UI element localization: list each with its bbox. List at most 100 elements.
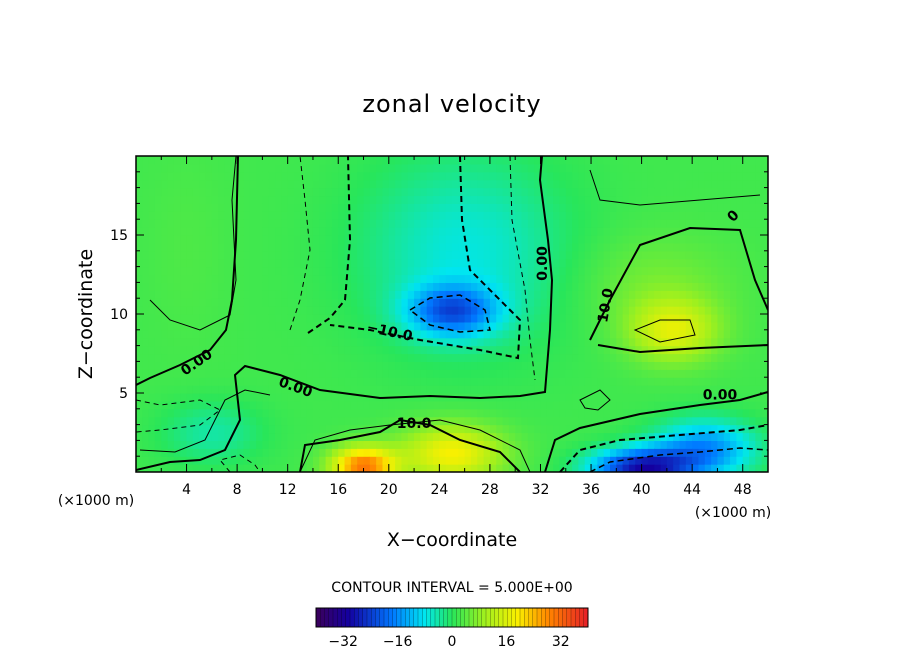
heatmap-cell: [477, 369, 485, 378]
heatmap-cell: [622, 385, 630, 394]
heatmap-cell: [268, 163, 276, 173]
heatmap-cell: [692, 171, 700, 181]
heatmap-cell: [635, 408, 643, 418]
heatmap-cell: [256, 250, 263, 260]
heatmap-cell: [300, 306, 308, 315]
x-tick-label: 8: [233, 482, 242, 498]
heatmap-cell: [237, 464, 245, 472]
contour-pos-right: [589, 226, 768, 341]
heatmap-cell: [660, 385, 668, 394]
heatmap-cell: [546, 416, 554, 426]
heatmap-cell: [761, 163, 768, 173]
heatmap-cell: [199, 345, 207, 355]
heatmap-cell: [414, 298, 421, 307]
heatmap-cell: [445, 345, 453, 355]
heatmap-cell: [243, 337, 251, 347]
heatmap-cell: [243, 424, 251, 434]
heatmap-cell: [711, 219, 719, 228]
heatmap-cell: [319, 314, 327, 323]
heatmap-cell: [426, 171, 434, 181]
heatmap-cell: [331, 203, 339, 212]
heatmap-cell: [572, 242, 579, 252]
heatmap-cell: [275, 393, 282, 402]
heatmap-cell: [515, 298, 523, 307]
heatmap-cell: [426, 298, 434, 307]
heatmap-cell: [584, 314, 592, 323]
heatmap-cell: [306, 266, 314, 276]
heatmap-cell: [186, 424, 194, 434]
heatmap-cell: [559, 306, 567, 315]
heatmap-cell: [218, 424, 226, 434]
heatmap-cell: [350, 361, 358, 370]
heatmap-cell: [730, 424, 737, 434]
heatmap-cell: [256, 361, 263, 370]
heatmap-cell: [603, 250, 611, 260]
heatmap-cell: [452, 345, 459, 355]
heatmap-cell: [287, 408, 295, 418]
heatmap-cell: [692, 385, 700, 394]
heatmap-cell: [483, 306, 491, 315]
heatmap-cell: [325, 440, 333, 449]
heatmap-cell: [597, 361, 605, 370]
heatmap-cell: [199, 408, 207, 418]
heatmap-cell: [369, 282, 377, 291]
heatmap-cell: [515, 282, 523, 291]
heatmap-cell: [698, 416, 706, 426]
heatmap-cell: [603, 329, 611, 339]
heatmap-cell: [211, 345, 219, 355]
heatmap-cell: [211, 282, 219, 291]
colorbar-tick-label: 32: [552, 634, 570, 650]
heatmap-cell: [717, 393, 725, 402]
heatmap-cell: [180, 361, 188, 370]
heatmap-cell: [723, 345, 731, 355]
heatmap-cell: [426, 353, 434, 362]
heatmap-cell: [186, 282, 194, 291]
heatmap-cell: [654, 369, 662, 378]
heatmap-cell: [331, 329, 339, 339]
heatmap-cell: [755, 266, 763, 276]
heatmap-cell: [508, 171, 516, 181]
heatmap-cell: [603, 282, 611, 291]
heatmap-cell: [546, 274, 554, 283]
heatmap-cell: [230, 424, 238, 434]
heatmap-cell: [698, 393, 706, 402]
heatmap-cell: [192, 179, 200, 189]
heatmap-cell: [382, 156, 390, 165]
heatmap-cell: [205, 432, 213, 441]
heatmap-cell: [243, 242, 251, 252]
heatmap-cell: [287, 306, 295, 315]
heatmap-cell: [426, 282, 434, 291]
heatmap-cell: [331, 456, 339, 465]
heatmap-cell: [704, 440, 712, 449]
heatmap-cell: [660, 361, 668, 370]
heatmap-cell: [180, 306, 188, 315]
colorbar-segment: [328, 608, 334, 627]
heatmap-cell: [186, 187, 194, 197]
heatmap-cell: [540, 393, 548, 402]
heatmap-cell: [395, 227, 403, 236]
heatmap-cell: [483, 195, 491, 204]
heatmap-cell: [142, 321, 150, 331]
heatmap-cell: [502, 306, 510, 315]
heatmap-cell: [186, 345, 194, 355]
heatmap-cell: [452, 408, 459, 418]
heatmap-cell: [635, 440, 643, 449]
heatmap-cell: [237, 298, 245, 307]
heatmap-cell: [540, 314, 548, 323]
heatmap-cell: [591, 377, 598, 386]
heatmap-cell: [654, 298, 662, 307]
heatmap-cell: [553, 393, 561, 402]
heatmap-cell: [357, 235, 365, 244]
heatmap-cell: [237, 306, 245, 315]
heatmap-cell: [534, 385, 542, 394]
heatmap-cell: [666, 440, 674, 449]
heatmap-cell: [192, 393, 200, 402]
heatmap-cell: [388, 250, 396, 260]
heatmap-cell: [477, 242, 485, 252]
heatmap-cell: [502, 361, 510, 370]
colorbar-segment: [464, 608, 470, 627]
heatmap-cell: [483, 440, 491, 449]
heatmap-cell: [268, 432, 276, 441]
contour-neg-10: [307, 156, 352, 334]
heatmap-cell: [338, 203, 346, 212]
